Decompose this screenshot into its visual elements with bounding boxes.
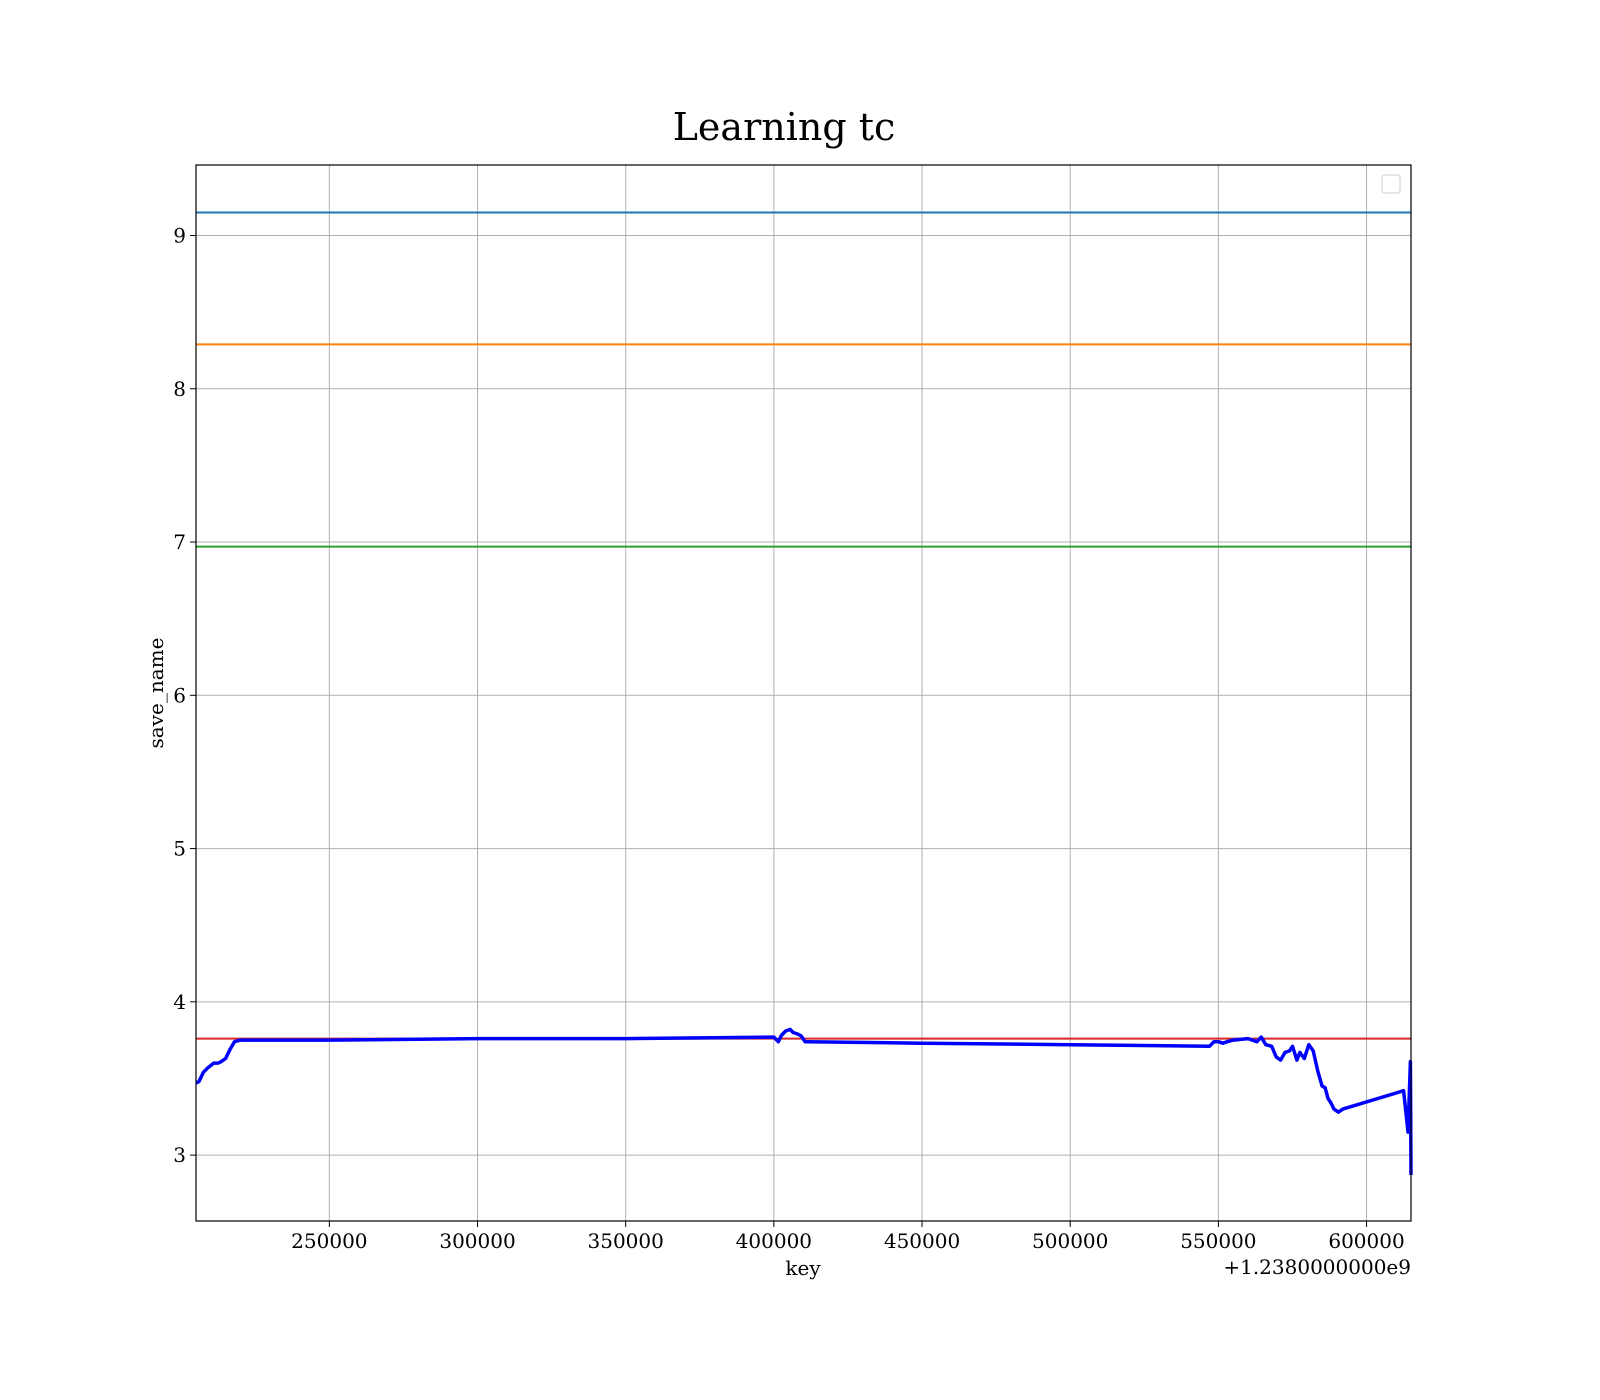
y-tick-label: 5 (173, 837, 186, 861)
x-tick-label: 450000 (884, 1229, 960, 1253)
y-tick-label: 7 (173, 530, 186, 554)
x-axis-label: key (785, 1256, 821, 1280)
grid-lines (196, 165, 1411, 1221)
plot-frame (195, 164, 1412, 1222)
x-tick-label: 350000 (588, 1229, 664, 1253)
x-tick-label: 550000 (1180, 1229, 1256, 1253)
horizontal-reference-lines (196, 211, 1411, 1040)
x-tick-label: 500000 (1032, 1229, 1108, 1253)
x-axis-ticks: 250000 300000 350000 400000 450000 500000 5500… (291, 1221, 1405, 1253)
data-series (195, 1027, 1413, 1176)
x-tick-label: 300000 (439, 1229, 515, 1253)
y-tick-label: 8 (173, 377, 186, 401)
chart-title: Learning tc (673, 105, 896, 149)
x-axis-offset-label: +1.2380000000e9 (1223, 1255, 1411, 1279)
y-tick-label: 6 (173, 683, 186, 707)
x-tick-label: 600000 (1328, 1229, 1404, 1253)
x-tick-label: 400000 (736, 1229, 812, 1253)
y-tick-label: 9 (173, 224, 186, 248)
y-axis-ticks: 3 4 5 6 7 8 9 (173, 224, 196, 1167)
x-tick-label: 250000 (291, 1229, 367, 1253)
series-line (195, 1027, 1413, 1176)
legend-box (1381, 174, 1401, 194)
y-axis-label: save_name (144, 638, 168, 749)
y-tick-label: 3 (173, 1143, 186, 1167)
y-tick-label: 4 (173, 990, 186, 1014)
